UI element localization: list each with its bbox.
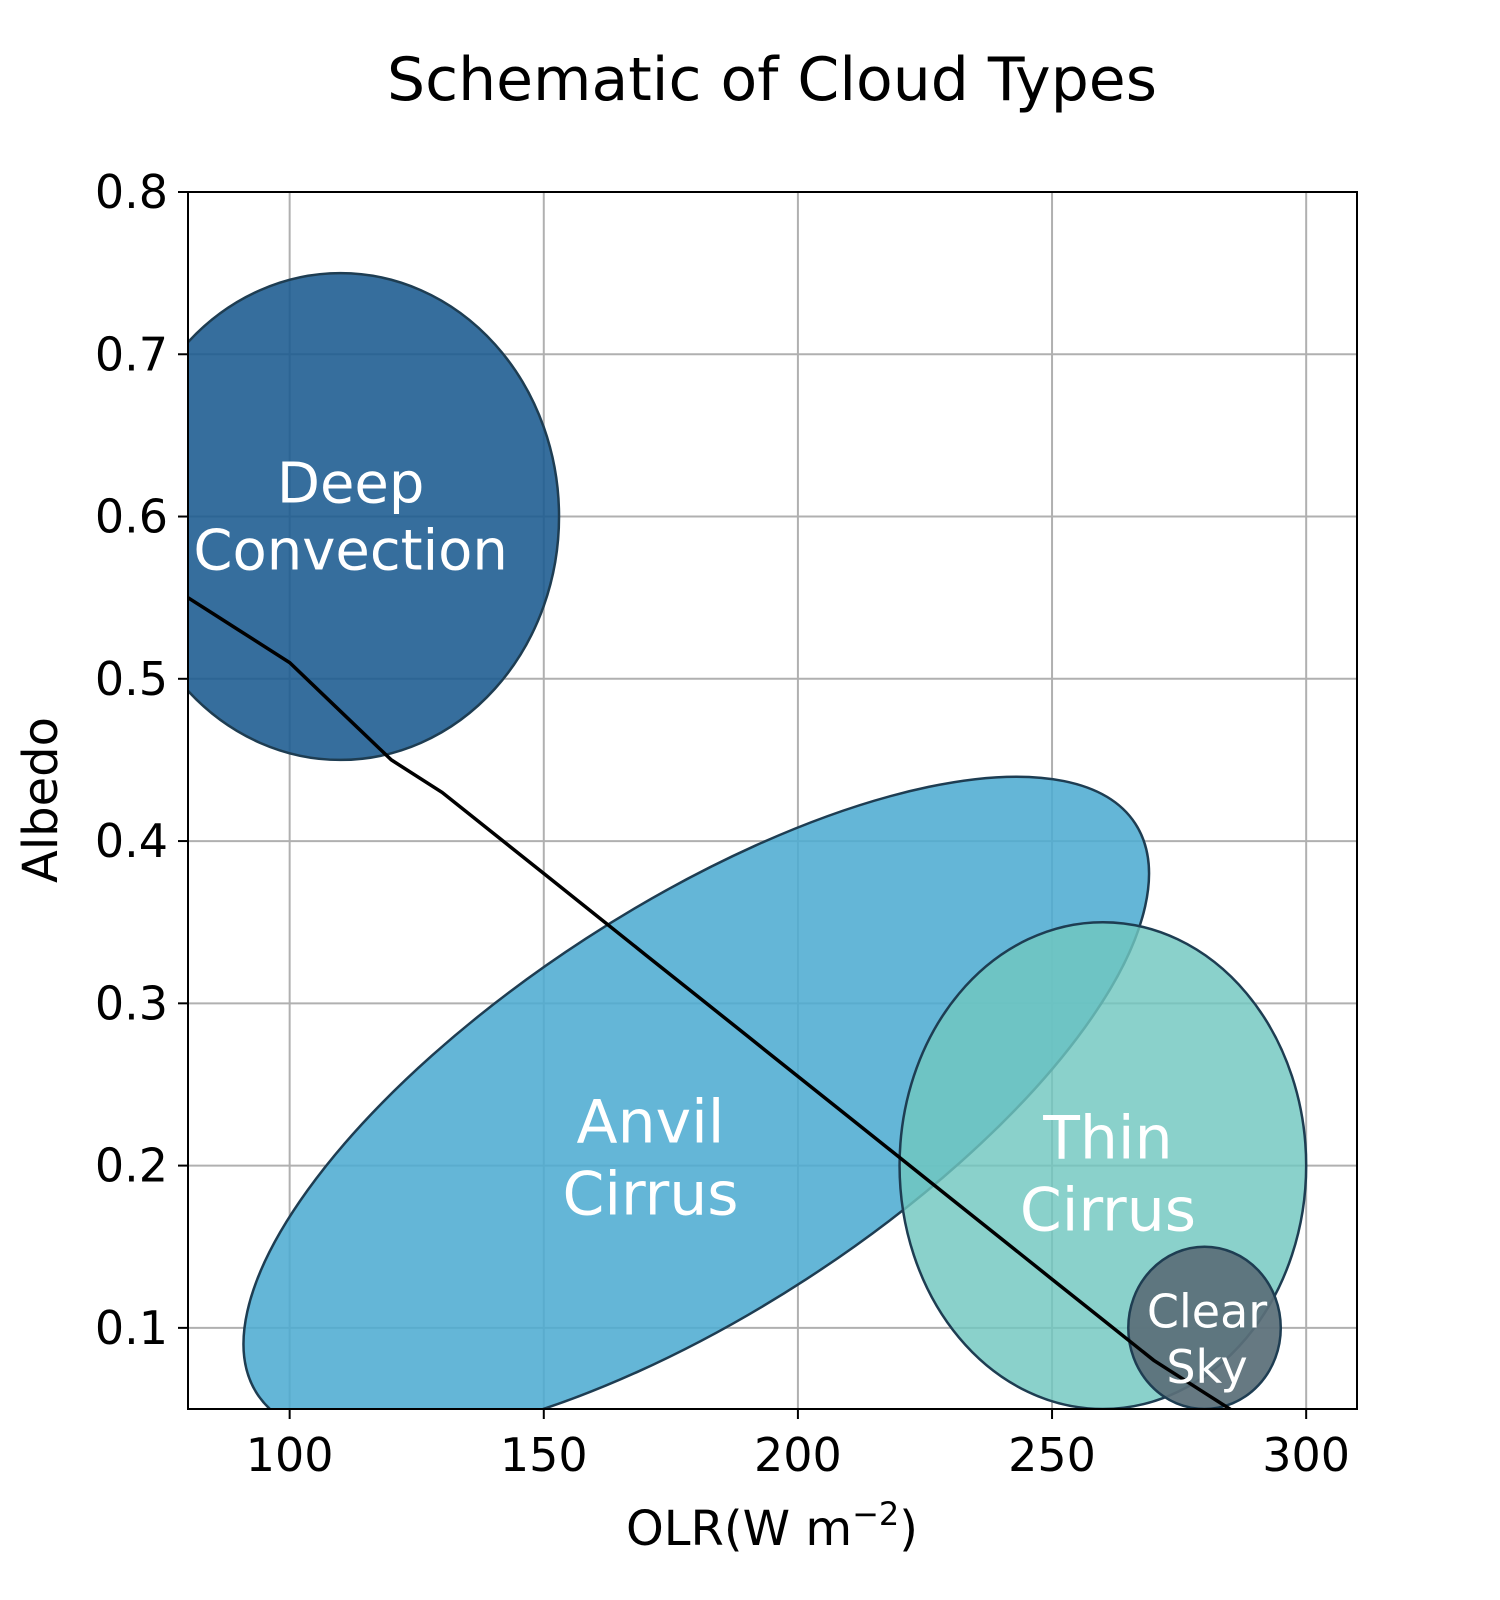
- region-layer: [188, 271, 1308, 1409]
- anvil-cirrus-label-line: Cirrus: [562, 1159, 738, 1229]
- x-axis-title-exponent: −2: [852, 1495, 899, 1533]
- deep-convection-region: [188, 271, 561, 762]
- label-layer: DeepConvectionAnvilCirrusThinCirrusClear…: [193, 452, 1267, 1394]
- x-axis-title-main: OLR(W m: [626, 1501, 852, 1557]
- y-tick-label: 0.2: [95, 1139, 168, 1193]
- thin-cirrus-label-line: Thin: [1042, 1104, 1172, 1174]
- x-tick-label: 100: [246, 1428, 334, 1482]
- y-tick-label: 0.5: [95, 652, 168, 706]
- clear-sky-label-line: Clear: [1147, 1285, 1267, 1339]
- y-tick-label: 0.7: [95, 327, 168, 381]
- plot-frame: [187, 191, 1358, 1410]
- y-axis-title: Albedo: [13, 717, 69, 883]
- y-tick-label: 0.8: [95, 165, 168, 219]
- x-tick-label: 150: [500, 1428, 588, 1482]
- x-axis-title-close: ): [899, 1501, 918, 1557]
- line-layer: [188, 596, 1234, 1409]
- x-tick-label: 300: [1262, 1428, 1350, 1482]
- x-tick-label: 250: [1008, 1428, 1096, 1482]
- tick-layer: 100 150 200 250 300 0.1 0.2 0.3 0.4 0.5 0.6 0.7 0.8: [95, 165, 1350, 1482]
- y-tick-label: 0.6: [95, 490, 168, 544]
- deep-convection-label-line: Convection: [193, 519, 508, 584]
- thin-cirrus-label-line: Cirrus: [1020, 1176, 1196, 1246]
- y-tick-label: 0.1: [95, 1301, 168, 1355]
- x-axis-title: OLR(W m−2): [626, 1495, 918, 1557]
- y-tick-label: 0.4: [95, 814, 168, 868]
- anvil-cirrus-label-line: Anvil: [577, 1087, 725, 1157]
- x-tick-label: 200: [754, 1428, 842, 1482]
- chart-title: Schematic of Cloud Types: [387, 45, 1157, 115]
- deep-convection-label-line: Deep: [277, 452, 425, 517]
- anvil-cirrus-region: [242, 775, 1151, 1409]
- trend-line: [188, 596, 1234, 1409]
- clear-sky-label-line: Sky: [1166, 1340, 1247, 1394]
- y-tick-label: 0.3: [95, 976, 168, 1030]
